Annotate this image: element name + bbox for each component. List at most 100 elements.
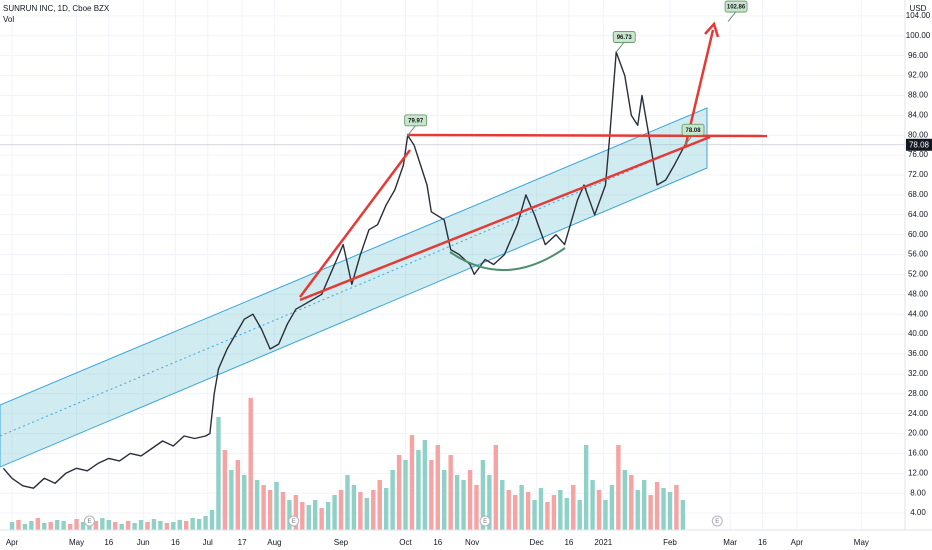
volume-bar [487,475,492,530]
volume-bar [474,485,479,530]
volume-bar [358,492,363,530]
volume-bar [435,445,440,530]
volume-bar [551,495,557,530]
volume-bar [325,502,331,530]
x-tick-label: Mar [723,538,737,547]
volume-bar [396,455,402,530]
volume-bar [125,521,131,530]
regression-channel [0,107,708,468]
volume-bar [222,450,228,530]
price-tag [906,138,932,151]
volume-bar [667,492,673,530]
y-tick-label: 36.00 [908,349,929,358]
y-tick-label: 96.00 [908,51,929,60]
volume-bar [480,460,486,530]
x-tick-label: 16 [104,538,113,547]
volume-bar [422,440,428,530]
rally-line [298,149,412,298]
y-tick-label: 8.00 [910,488,926,497]
volume-bar [190,518,195,530]
y-tick-label: 48.00 [908,289,929,298]
y-tick-label: 60.00 [908,230,929,239]
volume-bar [609,485,615,530]
volume-bar [287,500,292,530]
volume-legend: Vol [3,15,14,24]
volume-bar [403,460,408,530]
volume-bar [416,450,421,530]
annotation-stem [615,41,625,53]
volume-bar [603,500,608,530]
grid [0,0,905,530]
price-layer [2,51,686,489]
volume-bar [158,521,163,530]
x-tick-label: Feb [663,538,677,547]
volume-bar [313,500,318,530]
y-tick-label: 28.00 [908,389,929,398]
annotation-box [724,0,748,13]
volume-bar [674,485,679,530]
volume-bar [654,482,660,530]
y-tick-label: 24.00 [908,409,929,418]
y-tick-label: 20.00 [908,429,929,438]
volume-bar [151,519,157,530]
x-tick-label: 16 [564,538,573,547]
y-tick-label: 68.00 [908,190,929,199]
volume-bar [571,485,576,530]
earnings-marker [83,515,95,527]
volume-bar [196,519,202,530]
volume-bar [74,519,79,530]
y-tick-label: 4.00 [910,508,926,517]
volume-bar [596,490,602,530]
volume-bar [229,470,234,530]
volume-bar [61,521,66,530]
annotation-box [404,114,428,127]
volume-bar [203,516,208,530]
volume-bar [429,460,434,530]
volume-bar [532,500,537,530]
earnings-label: E [292,519,296,525]
annotation-stem [684,134,694,146]
x-tick-label: Jun [137,538,150,547]
volume-bar [22,524,28,530]
volume-bar [177,520,182,530]
volume-bar [409,435,415,530]
x-tick-label: May [854,538,869,547]
volume-bar [93,521,99,530]
y-tick-label: 88.00 [908,91,929,100]
volume-bar [132,523,137,530]
x-tick-label: Dec [530,538,544,547]
volume-bar [506,490,511,530]
volume-bar [106,520,111,530]
volume-bar [442,470,447,530]
volume-bar [254,480,260,530]
volume-bar [80,522,86,530]
volume-bar [661,488,666,530]
y-tick-label: 64.00 [908,210,929,219]
earnings-marker [711,515,723,527]
volume-bar [351,485,357,530]
x-tick-label: 16 [758,538,767,547]
y-tick-label: 40.00 [908,329,929,338]
volume-bar [525,492,531,530]
y-tick-label: 104.00 [906,11,931,20]
volume-bar [280,492,286,530]
y-tick-label: 12.00 [908,468,929,477]
volume-bar [54,520,60,530]
volume-bar [345,475,350,530]
annotation-stem [727,11,737,22]
earnings-marker [288,515,300,527]
volume-bar [209,510,215,530]
volume-bar [138,520,144,530]
arrow-head [704,21,720,38]
volume-bar [171,522,176,530]
volume-bar [545,502,550,530]
annotation-label: 102.86 [727,5,746,11]
volume-bar [306,505,311,530]
y-tick-label: 72.00 [908,170,929,179]
volume-bar [261,485,266,530]
volume-bar [519,485,524,530]
volume-bar [145,522,150,530]
earnings-marker [479,515,491,527]
